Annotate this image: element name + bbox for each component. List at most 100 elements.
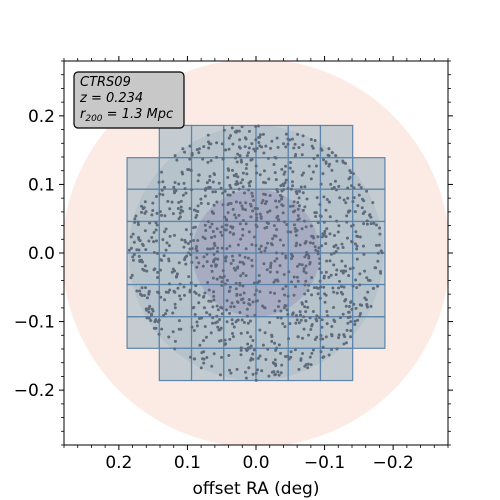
data-point bbox=[311, 170, 315, 174]
data-point bbox=[204, 229, 208, 233]
cluster-name: CTRS09 bbox=[80, 75, 131, 90]
data-point bbox=[318, 202, 322, 206]
data-point bbox=[334, 273, 338, 277]
data-point bbox=[333, 179, 337, 183]
data-point bbox=[145, 269, 149, 273]
data-point bbox=[240, 318, 244, 322]
data-point bbox=[344, 201, 348, 205]
data-point bbox=[146, 307, 150, 311]
data-point bbox=[333, 320, 337, 324]
data-point bbox=[140, 204, 144, 208]
data-point bbox=[353, 319, 357, 323]
data-point bbox=[349, 320, 353, 324]
data-point bbox=[322, 195, 326, 199]
data-point bbox=[207, 146, 211, 150]
data-point bbox=[161, 180, 165, 184]
data-point bbox=[197, 261, 201, 265]
data-point bbox=[254, 371, 258, 375]
data-point bbox=[271, 361, 275, 365]
data-point bbox=[214, 263, 218, 267]
data-point bbox=[325, 314, 329, 318]
data-point bbox=[335, 219, 339, 223]
data-point bbox=[212, 294, 216, 298]
r200-subscript: 200 bbox=[85, 114, 102, 124]
data-point bbox=[226, 193, 230, 197]
data-point bbox=[363, 210, 367, 214]
data-point bbox=[312, 286, 316, 290]
data-point bbox=[353, 242, 357, 246]
data-point bbox=[254, 138, 258, 142]
data-point bbox=[163, 214, 167, 218]
data-point bbox=[292, 293, 296, 297]
data-point bbox=[268, 270, 272, 274]
data-point bbox=[304, 264, 308, 268]
data-point bbox=[251, 372, 255, 376]
data-point bbox=[335, 159, 339, 163]
data-point bbox=[239, 181, 243, 185]
data-point bbox=[258, 212, 262, 216]
data-point bbox=[303, 305, 307, 309]
data-point bbox=[306, 362, 310, 366]
data-point bbox=[265, 268, 269, 272]
data-point bbox=[328, 259, 332, 263]
tile bbox=[287, 347, 322, 382]
data-point bbox=[373, 266, 377, 270]
data-point bbox=[137, 254, 141, 258]
data-point bbox=[324, 160, 328, 164]
data-point bbox=[218, 328, 222, 332]
data-point bbox=[276, 190, 280, 194]
data-point bbox=[277, 299, 281, 303]
data-point bbox=[170, 270, 174, 274]
data-point bbox=[274, 234, 278, 238]
data-point bbox=[322, 285, 326, 289]
data-point bbox=[249, 335, 253, 339]
data-point bbox=[345, 214, 349, 218]
data-point bbox=[284, 284, 288, 288]
data-point bbox=[218, 275, 222, 279]
data-point bbox=[220, 280, 224, 284]
tile bbox=[126, 188, 160, 223]
data-point bbox=[215, 200, 219, 204]
data-point bbox=[342, 342, 346, 346]
data-point bbox=[275, 278, 279, 282]
data-point bbox=[223, 282, 227, 286]
data-point bbox=[178, 294, 182, 298]
data-point bbox=[365, 222, 369, 226]
data-point bbox=[241, 171, 245, 175]
data-point bbox=[245, 314, 249, 318]
data-point bbox=[130, 273, 134, 277]
data-point bbox=[231, 258, 235, 262]
data-point bbox=[206, 247, 210, 251]
data-point bbox=[209, 264, 213, 268]
data-point bbox=[208, 225, 212, 229]
data-point bbox=[294, 321, 298, 325]
data-point bbox=[346, 236, 350, 240]
data-point bbox=[360, 303, 364, 307]
data-point bbox=[193, 312, 197, 316]
data-point bbox=[167, 257, 171, 261]
data-point bbox=[348, 176, 352, 180]
data-point bbox=[177, 261, 181, 265]
data-point bbox=[160, 170, 164, 174]
data-point bbox=[355, 286, 359, 290]
data-point bbox=[349, 335, 353, 339]
data-point bbox=[255, 171, 259, 175]
data-point bbox=[378, 232, 382, 236]
data-point bbox=[316, 252, 320, 256]
data-point bbox=[253, 206, 257, 210]
data-point bbox=[207, 288, 211, 292]
data-point bbox=[228, 244, 232, 248]
data-point bbox=[241, 185, 245, 189]
data-point bbox=[198, 316, 202, 320]
data-point bbox=[301, 336, 305, 340]
data-point bbox=[377, 243, 381, 247]
data-point bbox=[195, 245, 199, 249]
data-point bbox=[129, 246, 133, 250]
data-point bbox=[177, 217, 181, 221]
data-point bbox=[236, 265, 240, 269]
data-point bbox=[211, 321, 215, 325]
data-point bbox=[261, 304, 265, 308]
data-point bbox=[312, 236, 316, 240]
data-point bbox=[215, 304, 219, 308]
data-point bbox=[210, 364, 214, 368]
